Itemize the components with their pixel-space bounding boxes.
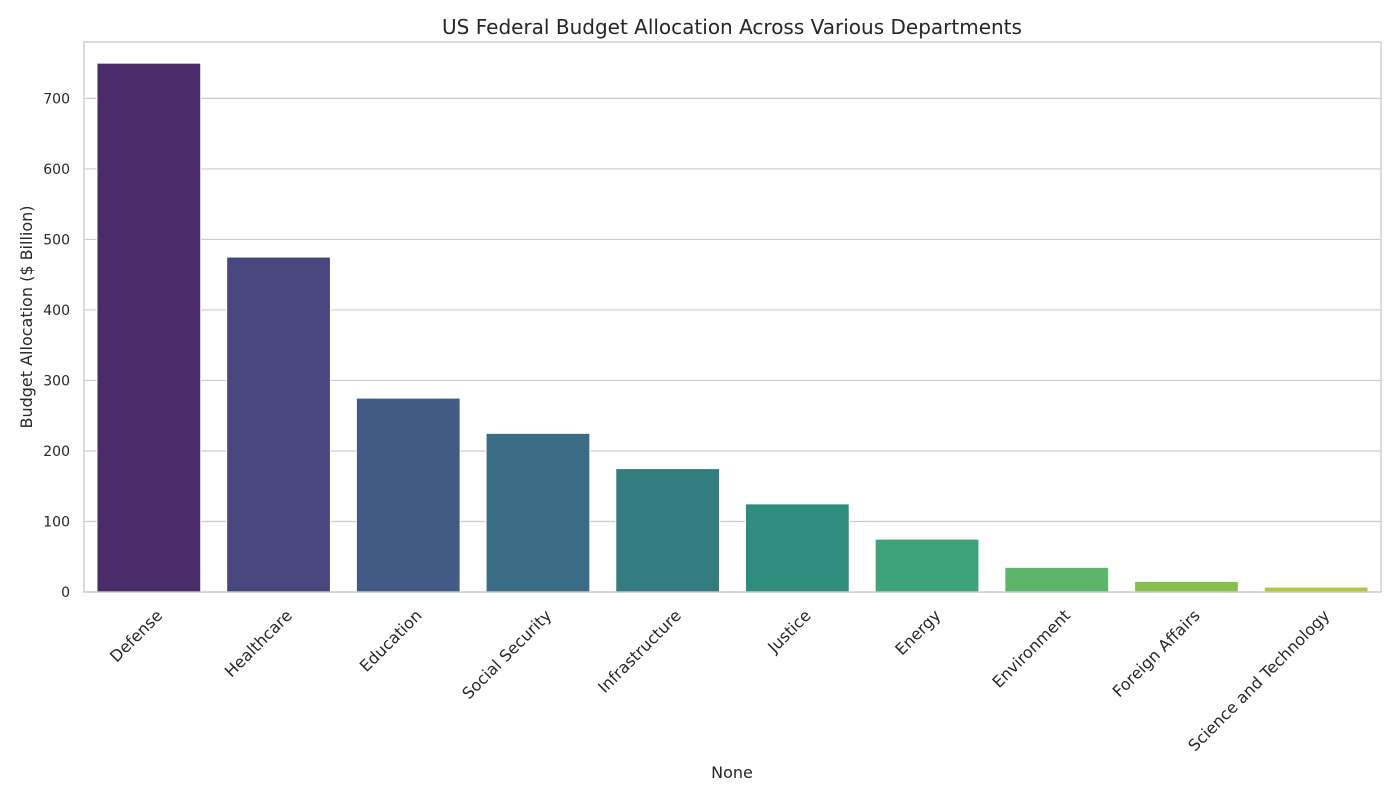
bar-justice (744, 503, 850, 593)
bar-social-security (485, 432, 591, 593)
y-axis-label: Budget Allocation ($ Billion) (17, 205, 36, 428)
bar-environment (1004, 566, 1110, 593)
y-tick-label: 300 (43, 373, 70, 389)
bar-science-and-technology (1263, 586, 1369, 593)
bar-defense (96, 62, 202, 593)
bar-infrastructure (615, 468, 721, 593)
y-tick-label: 0 (61, 585, 70, 601)
y-tick-label: 500 (43, 232, 70, 248)
y-tick-label: 700 (43, 91, 70, 107)
y-tick-label: 600 (43, 162, 70, 178)
bar-healthcare (226, 256, 331, 593)
bars (96, 62, 1369, 593)
y-tick-label: 400 (43, 303, 70, 319)
y-tick-label: 100 (43, 514, 70, 530)
y-tick-label: 200 (43, 444, 70, 460)
plot-frame (83, 41, 1382, 593)
bar-foreign-affairs (1134, 580, 1239, 593)
bar-education (355, 397, 461, 593)
bar-energy (874, 538, 980, 593)
x-axis-label: None (711, 763, 753, 782)
y-tick-labels: 0 100 200 300 400 500 600 700 (43, 91, 70, 601)
chart-title: US Federal Budget Allocation Across Vari… (442, 15, 1022, 39)
